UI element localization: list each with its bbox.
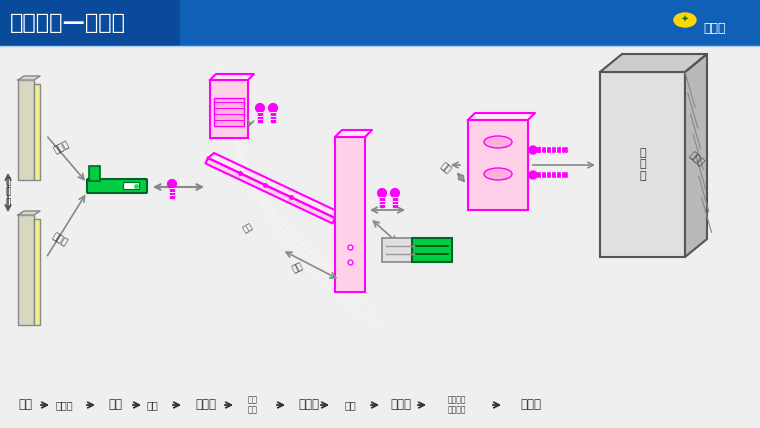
Text: 下货槽: 下货槽: [520, 398, 541, 411]
Text: 焊接: 焊接: [242, 222, 255, 235]
Text: 结
构
柱: 结 构 柱: [639, 148, 646, 181]
Text: 螺接: 螺接: [438, 161, 452, 175]
Bar: [170, 188, 174, 199]
Polygon shape: [685, 54, 707, 257]
Bar: [258, 112, 261, 122]
Bar: [34, 84, 40, 180]
Circle shape: [378, 189, 386, 197]
Bar: [89, 166, 100, 181]
Bar: [600, 72, 685, 257]
Text: 锚固件: 锚固件: [390, 398, 411, 411]
Text: 竖龙骨: 竖龙骨: [298, 398, 319, 411]
Polygon shape: [208, 153, 341, 218]
Text: 螺栓: 螺栓: [147, 400, 159, 410]
FancyBboxPatch shape: [87, 179, 147, 193]
Bar: [393, 197, 397, 208]
Bar: [34, 219, 40, 325]
Text: 密
封
胶: 密 封 胶: [5, 177, 11, 207]
Bar: [210, 80, 248, 138]
Text: 碧桂园: 碧桂园: [704, 21, 727, 35]
Text: 化学锚栓
膨胀锚栓: 化学锚栓 膨胀锚栓: [448, 395, 467, 415]
Polygon shape: [18, 76, 40, 80]
Text: 螺栓
焊接: 螺栓 焊接: [248, 395, 258, 415]
Bar: [18, 80, 34, 180]
Bar: [0, 0, 180, 46]
Text: 结构胶: 结构胶: [51, 232, 69, 248]
Bar: [335, 137, 365, 292]
Polygon shape: [210, 74, 254, 80]
Text: 干挂石材—解构图: 干挂石材—解构图: [10, 13, 126, 33]
Circle shape: [168, 180, 176, 188]
Ellipse shape: [484, 136, 512, 148]
Bar: [214, 98, 244, 126]
Text: 结构胶: 结构胶: [56, 400, 74, 410]
Circle shape: [529, 146, 537, 154]
Text: 横龙骨: 横龙骨: [195, 398, 216, 411]
Bar: [412, 238, 452, 262]
Circle shape: [529, 171, 537, 179]
Text: 螺接: 螺接: [291, 262, 305, 274]
Polygon shape: [18, 211, 40, 215]
Ellipse shape: [674, 13, 696, 27]
Circle shape: [391, 189, 400, 197]
Bar: [468, 120, 528, 210]
Text: 挂件: 挂件: [108, 398, 122, 411]
Bar: [271, 112, 275, 122]
Polygon shape: [600, 54, 707, 72]
Polygon shape: [468, 113, 535, 120]
Bar: [380, 197, 384, 208]
Circle shape: [255, 104, 264, 113]
Bar: [123, 182, 139, 189]
Polygon shape: [335, 130, 372, 137]
Bar: [18, 215, 34, 325]
Polygon shape: [205, 158, 335, 223]
Ellipse shape: [484, 168, 512, 180]
Bar: [0, 0, 760, 46]
Text: 螺栓: 螺栓: [345, 400, 356, 410]
Text: ✦: ✦: [681, 15, 689, 25]
Text: 结构胶: 结构胶: [52, 140, 71, 156]
Text: 石材: 石材: [18, 398, 32, 411]
Bar: [0, 46, 760, 428]
Text: 结构梁: 结构梁: [687, 151, 705, 168]
Bar: [382, 238, 420, 262]
Circle shape: [268, 104, 277, 113]
